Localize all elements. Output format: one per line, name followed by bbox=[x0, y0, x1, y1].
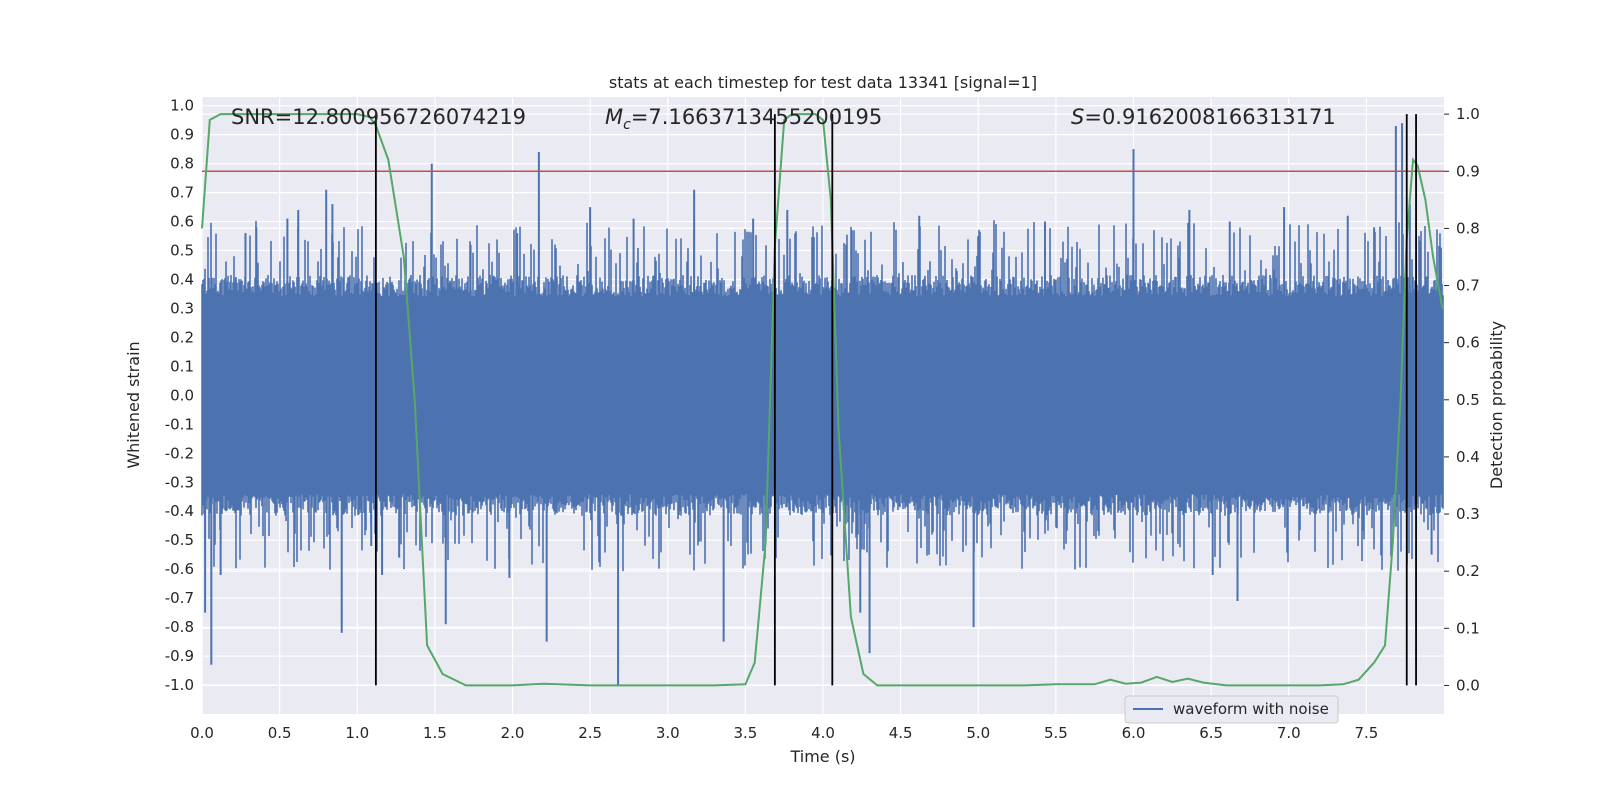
y-left-tick-label: -0.5 bbox=[165, 531, 194, 549]
snr-annotation: SNR=12.800956726074219 bbox=[231, 105, 526, 129]
y-left-tick-label: -0.7 bbox=[165, 589, 194, 607]
y-left-tick-label: -1.0 bbox=[165, 676, 194, 694]
x-tick-label: 7.5 bbox=[1354, 724, 1378, 742]
y-right-tick-label: 0.9 bbox=[1456, 162, 1480, 180]
x-tick-label: 2.5 bbox=[578, 724, 602, 742]
y-left-tick-label: 0.5 bbox=[170, 242, 194, 260]
y-right-tick-label: 0.2 bbox=[1456, 562, 1480, 580]
x-tick-label: 1.0 bbox=[345, 724, 369, 742]
y-right-tick-label: 0.4 bbox=[1456, 448, 1480, 466]
x-tick-label: 2.0 bbox=[501, 724, 525, 742]
x-tick-label: 7.0 bbox=[1277, 724, 1301, 742]
y-left-axis-label: Whitened strain bbox=[124, 341, 143, 468]
y-left-tick-label: -0.1 bbox=[165, 415, 194, 433]
y-left-tick-labels: 1.0 0.9 0.8 0.7 0.6 0.5 0.4 0.3 0.2 0.1 0.0 -0.1 -0.… bbox=[165, 97, 194, 694]
chirp-mass-annotation: Mc=7.1663713455200195 bbox=[605, 105, 882, 133]
y-left-tick-label: 0.7 bbox=[170, 184, 194, 202]
legend: waveform with noise bbox=[1124, 695, 1339, 724]
y-left-tick-label: 0.9 bbox=[170, 126, 194, 144]
legend-box bbox=[1124, 695, 1339, 724]
y-left-tick-label: 0.0 bbox=[170, 386, 194, 404]
y-left-tick-label: -0.6 bbox=[165, 560, 194, 578]
y-right-tick-label: 0.1 bbox=[1456, 619, 1480, 637]
x-tick-label: 0.0 bbox=[190, 724, 214, 742]
x-tick-label: 5.5 bbox=[1044, 724, 1068, 742]
chart-title: stats at each timestep for test data 133… bbox=[609, 73, 1037, 92]
probability-curve bbox=[201, 113, 1444, 687]
y-left-tick-label: -0.4 bbox=[165, 502, 194, 520]
x-tick-label: 1.5 bbox=[423, 724, 447, 742]
x-tick-label: 3.0 bbox=[656, 724, 680, 742]
x-tick-label: 4.5 bbox=[889, 724, 913, 742]
y-left-tick-label: 0.1 bbox=[170, 357, 194, 375]
y-right-tick-label: 0.8 bbox=[1456, 219, 1480, 237]
x-tick-label: 5.0 bbox=[966, 724, 990, 742]
y-right-tick-label: 0.5 bbox=[1456, 391, 1480, 409]
x-tick-label: 6.0 bbox=[1122, 724, 1146, 742]
x-tick-labels: 0.0 0.5 1.0 1.5 2.0 2.5 3.0 3.5 4.0 4.5 5.0 5.5 6.0 6… bbox=[190, 724, 1378, 742]
y-left-tick-label: 1.0 bbox=[170, 97, 194, 115]
x-tick-label: 3.5 bbox=[733, 724, 757, 742]
x-axis-label: Time (s) bbox=[789, 747, 855, 766]
y-right-tick-label: 0.6 bbox=[1456, 334, 1480, 352]
x-tick-label: 0.5 bbox=[268, 724, 292, 742]
y-left-tick-label: 0.8 bbox=[170, 155, 194, 173]
legend-label: waveform with noise bbox=[1173, 700, 1329, 718]
y-left-tick-label: -0.3 bbox=[165, 473, 194, 491]
x-tick-label: 4.0 bbox=[811, 724, 835, 742]
y-left-tick-label: -0.8 bbox=[165, 618, 194, 636]
y-right-tick-label: 0.3 bbox=[1456, 505, 1480, 523]
y-left-tick-label: -0.2 bbox=[165, 444, 194, 462]
y-left-tick-label: -0.9 bbox=[165, 647, 194, 665]
y-left-tick-label: 0.2 bbox=[170, 328, 194, 346]
y-left-tick-label: 0.4 bbox=[170, 270, 194, 288]
s-annotation: S=0.9162008166313171 bbox=[1071, 105, 1336, 129]
overlays bbox=[201, 113, 1444, 687]
y-right-tick-label: 0.7 bbox=[1456, 277, 1480, 295]
y-right-tick-label: 0.0 bbox=[1456, 676, 1480, 694]
y-left-tick-label: 0.3 bbox=[170, 299, 194, 317]
y-right-tick-labels: 1.0 0.9 0.8 0.7 0.6 0.5 0.4 0.3 0.2 0.1 0.0 bbox=[1444, 105, 1480, 694]
x-tick-label: 6.5 bbox=[1199, 724, 1223, 742]
y-right-tick-label: 1.0 bbox=[1456, 105, 1480, 123]
y-left-tick-label: 0.6 bbox=[170, 213, 194, 231]
y-right-axis-label: Detection probability bbox=[1487, 321, 1506, 489]
